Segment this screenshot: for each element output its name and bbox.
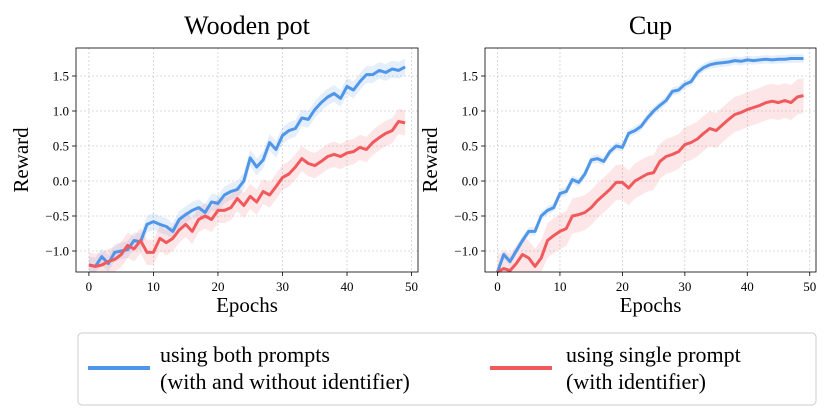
y-tick-label: 0.0 — [53, 174, 69, 189]
y-tick-label: −0.5 — [454, 209, 478, 224]
legend-label-single-prompt-line2: (with identifier) — [566, 369, 706, 394]
chart-title: Wooden pot — [184, 11, 310, 40]
plot-frame — [75, 47, 419, 273]
x-tick-label: 0 — [86, 279, 93, 294]
y-tick-label: −0.5 — [45, 209, 69, 224]
series-band-using-single-prompt-with-identifier — [88, 108, 406, 273]
y-tick-label: 0.0 — [462, 174, 478, 189]
series-line-using-both-prompts-with-and-without-identifier — [496, 57, 804, 273]
y-tick-label: 1.0 — [462, 104, 478, 119]
y-axis-label: Reward — [418, 127, 442, 193]
plot-frame — [484, 47, 817, 273]
x-tick-label: 50 — [405, 279, 418, 294]
x-tick-label: 10 — [147, 279, 160, 294]
x-tick-label: 30 — [678, 279, 691, 294]
y-tick-label: 1.0 — [53, 104, 69, 119]
x-tick-label: 20 — [211, 279, 224, 294]
y-axis-label: Reward — [9, 127, 33, 193]
series-line-using-single-prompt-with-identifier — [88, 120, 406, 268]
legend-label-single-prompt-line1: using single prompt — [566, 342, 741, 367]
chart-title: Cup — [629, 11, 672, 40]
x-tick-label: 40 — [341, 279, 354, 294]
x-axis-label: Epochs — [216, 293, 278, 317]
legend: using both prompts (with and without ide… — [77, 332, 817, 406]
y-tick-label: −1.0 — [454, 244, 478, 259]
y-tick-label: −1.0 — [45, 244, 69, 259]
legend-box — [77, 332, 817, 406]
x-tick-label: 10 — [553, 279, 566, 294]
chart-wooden-pot: 0 10 20 30 40 50 −1.0 −0.5 0.0 0.5 1.0 1.5 Wooden po… — [9, 11, 419, 317]
x-axis-label: Epochs — [620, 293, 682, 317]
x-tick-label: 50 — [803, 279, 816, 294]
series-line-using-single-prompt-with-identifier — [496, 94, 804, 274]
series-line-using-both-prompts-with-and-without-identifier — [88, 65, 406, 268]
x-tick-label: 0 — [494, 279, 501, 294]
chart-cup: 0 10 20 30 40 50 −1.0 −0.5 0.0 0.5 1.0 1.5 Cup Epochs… — [418, 11, 817, 317]
y-tick-label: 0.5 — [462, 139, 478, 154]
x-tick-label: 30 — [276, 279, 289, 294]
series-band-using-single-prompt-with-identifier — [497, 78, 804, 272]
y-tick-label: 0.5 — [53, 139, 69, 154]
y-tick-label: 1.5 — [53, 69, 69, 84]
x-tick-label: 40 — [741, 279, 754, 294]
legend-label-both-prompts-line1: using both prompts — [160, 342, 330, 367]
y-tick-label: 1.5 — [462, 69, 478, 84]
x-tick-label: 20 — [616, 279, 629, 294]
legend-label-both-prompts-line2: (with and without identifier) — [160, 369, 410, 394]
